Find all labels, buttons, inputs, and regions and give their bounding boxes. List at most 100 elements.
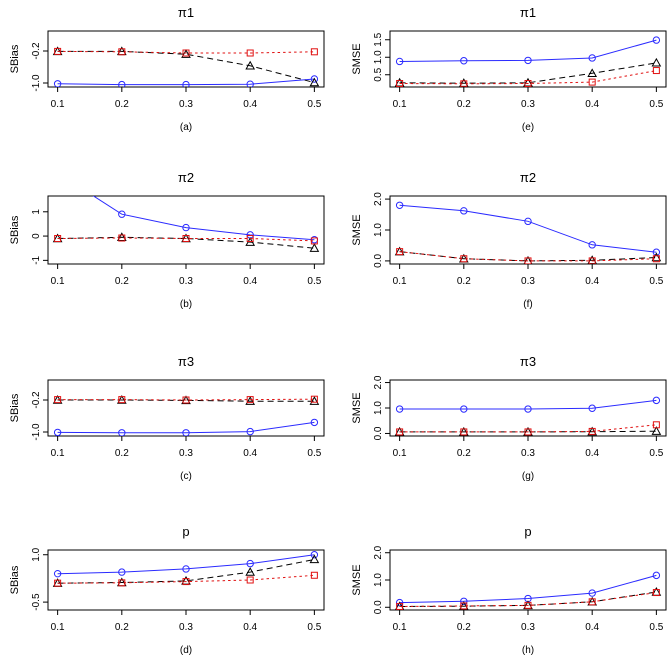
- series-group: [394, 571, 662, 610]
- x-tick-label: 0.2: [115, 276, 129, 287]
- data-point-circle: [182, 565, 190, 573]
- data-point-square: [310, 237, 318, 245]
- plot-frame: [47, 30, 325, 88]
- data-point-square: [396, 428, 404, 436]
- data-point-square: [460, 80, 468, 87]
- y-tick-label: 0.0: [373, 600, 384, 614]
- y-tick-label: -0.2: [31, 42, 42, 60]
- data-point-circle: [395, 201, 404, 209]
- data-point-circle: [395, 57, 404, 66]
- x-tick-label: 0.2: [457, 99, 471, 110]
- data-point-square: [246, 49, 254, 57]
- panel-caption: (f): [523, 299, 532, 310]
- x-tick-label: 0.3: [179, 448, 193, 459]
- x-tick-label: 0.5: [307, 448, 321, 459]
- data-point-circle: [53, 569, 62, 578]
- data-point-square: [310, 395, 318, 403]
- y-tick-label: 1.0: [373, 401, 384, 415]
- x-tick-label: 0.3: [179, 276, 193, 287]
- data-point-square: [118, 579, 126, 587]
- data-point-circle: [310, 75, 319, 83]
- x-tick-label: 0.4: [585, 276, 599, 287]
- x-tick-label: 0.4: [243, 448, 257, 459]
- data-point-circle: [588, 589, 596, 597]
- x-tick-label: 0.5: [649, 276, 663, 287]
- chart-title: p: [182, 524, 189, 539]
- x-tick-label: 0.5: [649, 99, 663, 110]
- series-line-square: [57, 574, 315, 584]
- data-point-triangle: [245, 396, 256, 405]
- data-point-triangle: [309, 243, 320, 252]
- data-point-square: [524, 601, 532, 609]
- chart-panel-2: π1 0.1 0.2 0.3 0.4 0.5 0.5 1.0 1.5 SMSE (e): [351, 5, 667, 133]
- data-point-triangle: [181, 49, 191, 58]
- y-axis-label: SBias: [9, 44, 21, 73]
- y-axis-label: SMSE: [351, 43, 363, 74]
- x-tick-label: 0.5: [307, 622, 321, 633]
- data-point-square: [310, 48, 318, 56]
- y-tick-label: -0.2: [31, 391, 42, 409]
- panel-caption: (d): [180, 645, 192, 656]
- data-point-square: [246, 576, 254, 584]
- data-point-circle: [652, 36, 661, 44]
- data-point-triangle: [309, 554, 320, 564]
- panel-caption: (e): [522, 122, 534, 133]
- data-point-circle: [652, 396, 661, 405]
- y-tick-label: -1.0: [31, 423, 42, 441]
- data-point-circle: [395, 405, 404, 413]
- data-point-square: [588, 257, 596, 264]
- x-tick-label: 0.2: [115, 622, 129, 633]
- series-group: [394, 201, 662, 264]
- data-point-circle: [182, 429, 190, 436]
- x-tick-label: 0.2: [115, 448, 129, 459]
- data-point-triangle: [651, 252, 662, 262]
- series-group: [52, 394, 320, 436]
- y-tick-label: 0.5: [373, 67, 384, 81]
- data-point-triangle: [116, 232, 127, 241]
- panel-caption: (g): [522, 471, 534, 482]
- data-point-triangle: [245, 60, 256, 70]
- x-tick-label: 0.3: [179, 622, 193, 633]
- data-point-circle: [310, 418, 319, 427]
- chart-title: p: [524, 524, 531, 539]
- data-point-square: [182, 396, 190, 404]
- chart-title: π1: [178, 5, 194, 20]
- data-point-circle: [588, 54, 596, 62]
- data-point-circle: [395, 598, 404, 607]
- series-line-circle: [399, 39, 657, 62]
- data-point-circle: [524, 56, 532, 65]
- y-tick-label: -1: [31, 255, 42, 264]
- y-tick-label: -0.5: [31, 593, 42, 611]
- data-point-circle: [54, 170, 60, 176]
- data-point-square: [54, 235, 62, 242]
- chart-title: π2: [178, 170, 194, 185]
- data-point-square: [182, 49, 190, 57]
- data-point-square: [588, 598, 596, 606]
- series-group: [52, 170, 320, 252]
- y-axis-label: SBias: [9, 393, 21, 422]
- x-tick-label: 0.1: [393, 448, 407, 459]
- series-line-triangle: [57, 559, 315, 584]
- data-point-circle: [460, 207, 468, 215]
- data-point-square: [118, 234, 126, 242]
- series-line-circle: [57, 78, 315, 86]
- x-tick-label: 0.3: [521, 99, 535, 110]
- x-tick-label: 0.2: [457, 622, 471, 633]
- data-point-square: [310, 571, 318, 579]
- plot-frame: [47, 195, 325, 265]
- data-point-circle: [460, 57, 468, 65]
- y-tick-label: 1.5: [373, 32, 384, 46]
- x-tick-label: 0.3: [179, 99, 193, 110]
- data-point-circle: [118, 429, 126, 436]
- data-point-square: [652, 589, 660, 597]
- x-tick-label: 0.5: [649, 448, 663, 459]
- x-tick-label: 0.2: [457, 448, 471, 459]
- panel-caption: (c): [180, 471, 192, 482]
- data-point-square: [652, 421, 660, 429]
- y-tick-label: 0.0: [373, 254, 384, 268]
- chart-title: π3: [520, 354, 536, 369]
- data-point-circle: [310, 551, 319, 559]
- data-point-circle: [588, 404, 596, 412]
- x-tick-label: 0.4: [585, 448, 599, 459]
